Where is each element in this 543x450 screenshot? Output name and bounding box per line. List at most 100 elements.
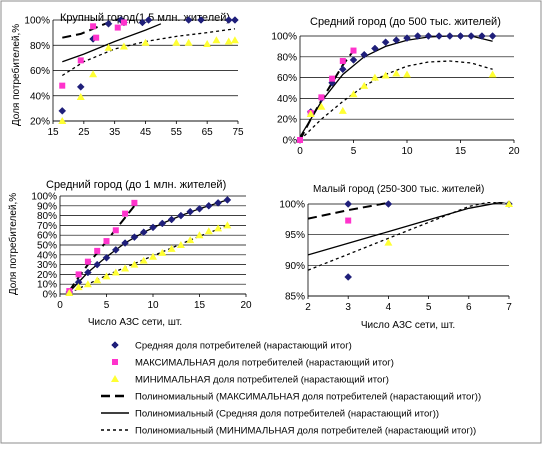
data-point-triangle [111, 268, 120, 276]
chart-large-city: Крупный город(1,5 млн. жителей) Доля пот… [10, 12, 244, 138]
x-tick-label: 75 [232, 127, 244, 138]
y-tick-label: 80% [37, 211, 57, 222]
data-point-triangle [306, 110, 315, 117]
data-point-triangle [139, 256, 148, 264]
data-point-diamond [76, 83, 85, 91]
data-point-square [75, 271, 82, 278]
data-point-diamond [478, 32, 486, 40]
data-point-triangle [76, 93, 85, 101]
y-tick-label: 20% [277, 115, 297, 126]
data-point-diamond [349, 56, 358, 64]
data-point-diamond [344, 273, 353, 281]
data-point-diamond [102, 253, 111, 262]
x-tick-label: 20 [508, 146, 520, 157]
data-point-diamond [338, 65, 347, 74]
x-tick-label: 5 [426, 302, 432, 313]
data-point-square [93, 34, 100, 41]
y-axis-label: Доля потребителей,% [7, 193, 19, 295]
data-point-diamond [197, 16, 205, 24]
data-point-square [329, 75, 336, 82]
x-tick-label: 6 [466, 302, 472, 313]
data-point-triangle [230, 36, 239, 44]
data-point-square [84, 258, 91, 265]
trendline-shortdash [308, 202, 509, 271]
y-tick-label: 50% [37, 241, 57, 252]
legend-label: Средняя доля потребителей (нарастающий и… [135, 341, 352, 352]
x-tick-label: 35 [109, 127, 121, 138]
data-point-diamond [360, 50, 369, 59]
x-tick-label: 55 [171, 127, 183, 138]
data-point-square [345, 217, 352, 224]
data-point-diamond [456, 32, 465, 40]
x-tick-label: 20 [240, 300, 252, 311]
data-point-diamond [167, 215, 176, 224]
x-axis-label: Число АЗС сети, шт. [361, 320, 455, 331]
data-point-triangle [93, 276, 102, 284]
data-point-triangle [223, 221, 232, 229]
x-tick-label: 5 [351, 146, 357, 157]
x-tick-label: 15 [455, 146, 467, 157]
data-point-square [297, 137, 303, 143]
data-point-triangle [83, 280, 92, 288]
data-point-triangle [349, 90, 358, 98]
data-point-triangle [381, 71, 390, 79]
data-point-triangle [149, 252, 157, 260]
y-tick-label: 80% [30, 41, 50, 52]
data-point-square [94, 247, 101, 254]
y-tick-label: 90% [285, 261, 305, 272]
legend-label: Полиномиальный (МИНИМАЛЬНАЯ доля потреби… [135, 426, 476, 437]
data-point-diamond [58, 107, 67, 115]
data-point-diamond [223, 196, 232, 204]
trendline-shortdash [300, 60, 493, 141]
data-point-diamond [445, 32, 454, 40]
y-tick-label: 60% [37, 231, 57, 242]
y-tick-label: 100% [24, 16, 50, 27]
trendline-solid [308, 202, 507, 256]
data-point-triangle [184, 38, 193, 46]
y-tick-label: 0% [283, 136, 298, 147]
chart-title: Малый город (250-300 тыс. жителей) [313, 184, 484, 195]
y-tick-label: 10% [37, 280, 57, 291]
data-point-triangle [204, 227, 213, 235]
legend-label: Полиномиальный (Средняя доля потребителе… [135, 409, 439, 420]
y-tick-label: 40% [277, 94, 297, 105]
data-point-triangle [65, 289, 74, 297]
data-point-triangle [58, 117, 67, 124]
data-point-triangle [370, 73, 379, 81]
data-point-diamond [231, 16, 239, 24]
data-point-triangle [167, 244, 176, 252]
data-point-triangle [203, 39, 212, 47]
data-point-diamond [344, 200, 353, 208]
data-point-diamond [177, 211, 185, 220]
data-point-diamond [139, 228, 148, 237]
data-point-diamond [424, 32, 433, 40]
y-tick-label: 40% [37, 250, 57, 261]
x-tick-label: 45 [140, 127, 152, 138]
data-point-diamond [84, 268, 92, 277]
x-tick-label: 10 [401, 146, 413, 157]
legend-marker-diamond [111, 341, 119, 349]
data-point-square [131, 199, 138, 206]
data-point-diamond [186, 207, 195, 216]
data-point-triangle [186, 236, 195, 244]
data-point-square [114, 24, 121, 31]
x-tick-label: 4 [386, 302, 392, 313]
y-tick-label: 60% [30, 66, 50, 77]
y-tick-label: 95% [285, 230, 305, 241]
y-tick-label: 90% [37, 201, 57, 212]
x-tick-label: 7 [506, 302, 512, 313]
data-point-triangle [384, 238, 393, 246]
x-tick-label: 2 [305, 302, 311, 313]
data-point-triangle [360, 81, 369, 89]
y-tick-label: 0% [43, 290, 58, 301]
data-point-triangle [212, 36, 221, 44]
data-point-diamond [413, 32, 422, 40]
data-point-triangle [102, 272, 111, 280]
data-point-diamond [381, 38, 390, 47]
data-point-diamond [93, 260, 102, 269]
data-point-diamond [195, 204, 204, 213]
data-point-diamond [403, 34, 411, 42]
data-point-diamond [158, 219, 167, 228]
x-tick-label: 5 [104, 300, 110, 311]
data-point-diamond [144, 16, 153, 24]
